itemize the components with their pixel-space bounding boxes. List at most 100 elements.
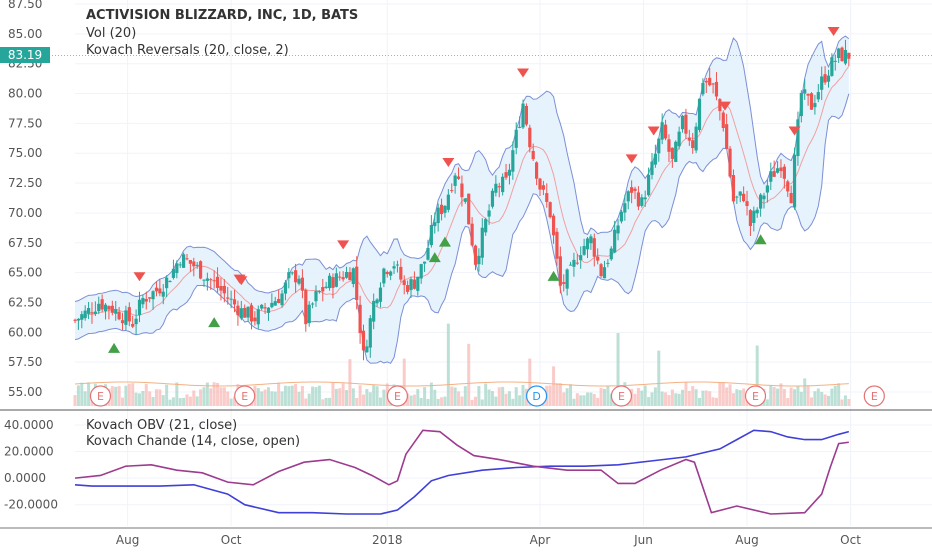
volume-bar — [151, 396, 155, 406]
volume-bar — [290, 385, 294, 406]
candle-body — [344, 271, 349, 278]
candle-body — [837, 48, 841, 59]
volume-bar — [287, 386, 291, 406]
candle-body — [609, 248, 613, 260]
volume-bar — [453, 387, 457, 406]
earnings-marker — [386, 385, 409, 407]
volume-bar — [480, 399, 484, 406]
candle-body — [443, 205, 447, 213]
candle-body — [324, 286, 328, 288]
earnings-marker — [610, 385, 633, 407]
candle-body — [304, 289, 308, 325]
event-marker-label: E — [871, 390, 878, 403]
candle-body — [762, 195, 766, 200]
sell-reversal-marker — [647, 126, 660, 136]
sell-reversal-marker — [625, 154, 638, 164]
volume-bar — [765, 399, 769, 406]
candle-body — [643, 197, 647, 200]
candle-body — [697, 98, 702, 131]
volume-bar — [490, 391, 494, 406]
volume-bar — [670, 389, 674, 406]
volume-bar — [355, 398, 359, 406]
volume-bar — [256, 388, 260, 406]
candle-body — [575, 262, 579, 264]
candle-body — [463, 198, 467, 202]
candle-body — [619, 211, 624, 222]
candle-body — [701, 83, 705, 95]
candle-body — [714, 81, 719, 97]
buy-reversal-marker — [208, 317, 221, 328]
volume-bar — [351, 388, 355, 406]
volume-bar — [378, 397, 382, 406]
candle-body — [531, 150, 535, 160]
volume-bar — [73, 395, 77, 406]
candle-body — [748, 210, 753, 227]
candle-body — [585, 238, 590, 250]
candle-body — [735, 196, 739, 198]
volume-bar — [175, 382, 179, 406]
volume-bar — [280, 391, 284, 406]
volume-bar — [450, 386, 454, 406]
candle-body — [351, 268, 355, 285]
candle-body — [545, 193, 549, 202]
candle-body — [548, 202, 552, 218]
candle-body — [110, 305, 114, 313]
volume-bar — [137, 393, 141, 406]
candle-body — [775, 168, 780, 173]
volume-bar — [521, 384, 525, 406]
volume-bar — [816, 388, 820, 406]
buy-reversal-marker — [754, 234, 767, 245]
candle-body — [280, 293, 284, 306]
chande-legend: Kovach Chande (14, close, open) — [86, 434, 301, 449]
candle-body — [358, 304, 362, 334]
buy-reversal-marker — [438, 236, 451, 247]
volume-bar — [755, 345, 759, 406]
volume-bar — [803, 378, 807, 406]
volume-bar — [843, 395, 847, 406]
candle-body — [307, 304, 311, 324]
candle-body — [158, 288, 162, 294]
candle-body — [738, 191, 742, 196]
volume-bar — [443, 396, 447, 406]
volume-bar — [304, 398, 308, 406]
candle-body — [555, 231, 559, 259]
volume-bar — [321, 399, 325, 406]
volume-bar — [317, 385, 321, 406]
volume-bar — [721, 382, 725, 406]
candle-body — [840, 47, 844, 62]
obv-line — [74, 429, 850, 515]
volume-bar — [579, 395, 583, 406]
candle-body — [742, 193, 746, 202]
volume-bar — [345, 390, 349, 406]
candle-body — [494, 183, 498, 193]
volume-bar — [806, 385, 810, 406]
candle-body — [799, 92, 803, 117]
candle-body — [473, 245, 478, 265]
x-axis-tick: Aug — [735, 533, 758, 547]
volume-bar — [562, 392, 566, 406]
volume-bar — [708, 391, 712, 406]
volume-bar — [446, 323, 450, 406]
candle-body — [266, 307, 271, 313]
volume-bar — [416, 389, 420, 406]
price-axis-tick: 77.50 — [8, 116, 42, 130]
candle-body — [663, 124, 668, 139]
candle-body — [314, 291, 318, 302]
price-axis-tick: 55.00 — [8, 385, 42, 399]
obv-legend: Kovach OBV (21, close) — [86, 418, 238, 433]
volume-bar — [558, 383, 562, 406]
volume-bar — [711, 397, 715, 406]
candle-body — [759, 194, 763, 209]
candle-body — [660, 122, 664, 140]
volume-bar — [487, 389, 491, 406]
earnings-marker — [234, 385, 256, 407]
candle-body — [100, 299, 104, 310]
candle-body — [551, 215, 556, 236]
candle-body — [562, 282, 566, 284]
candle-body — [704, 80, 708, 83]
price-axis-tick: 62.50 — [8, 295, 42, 309]
volume-bar — [311, 386, 315, 406]
candle-body — [338, 276, 342, 278]
volume-bar — [684, 382, 688, 406]
